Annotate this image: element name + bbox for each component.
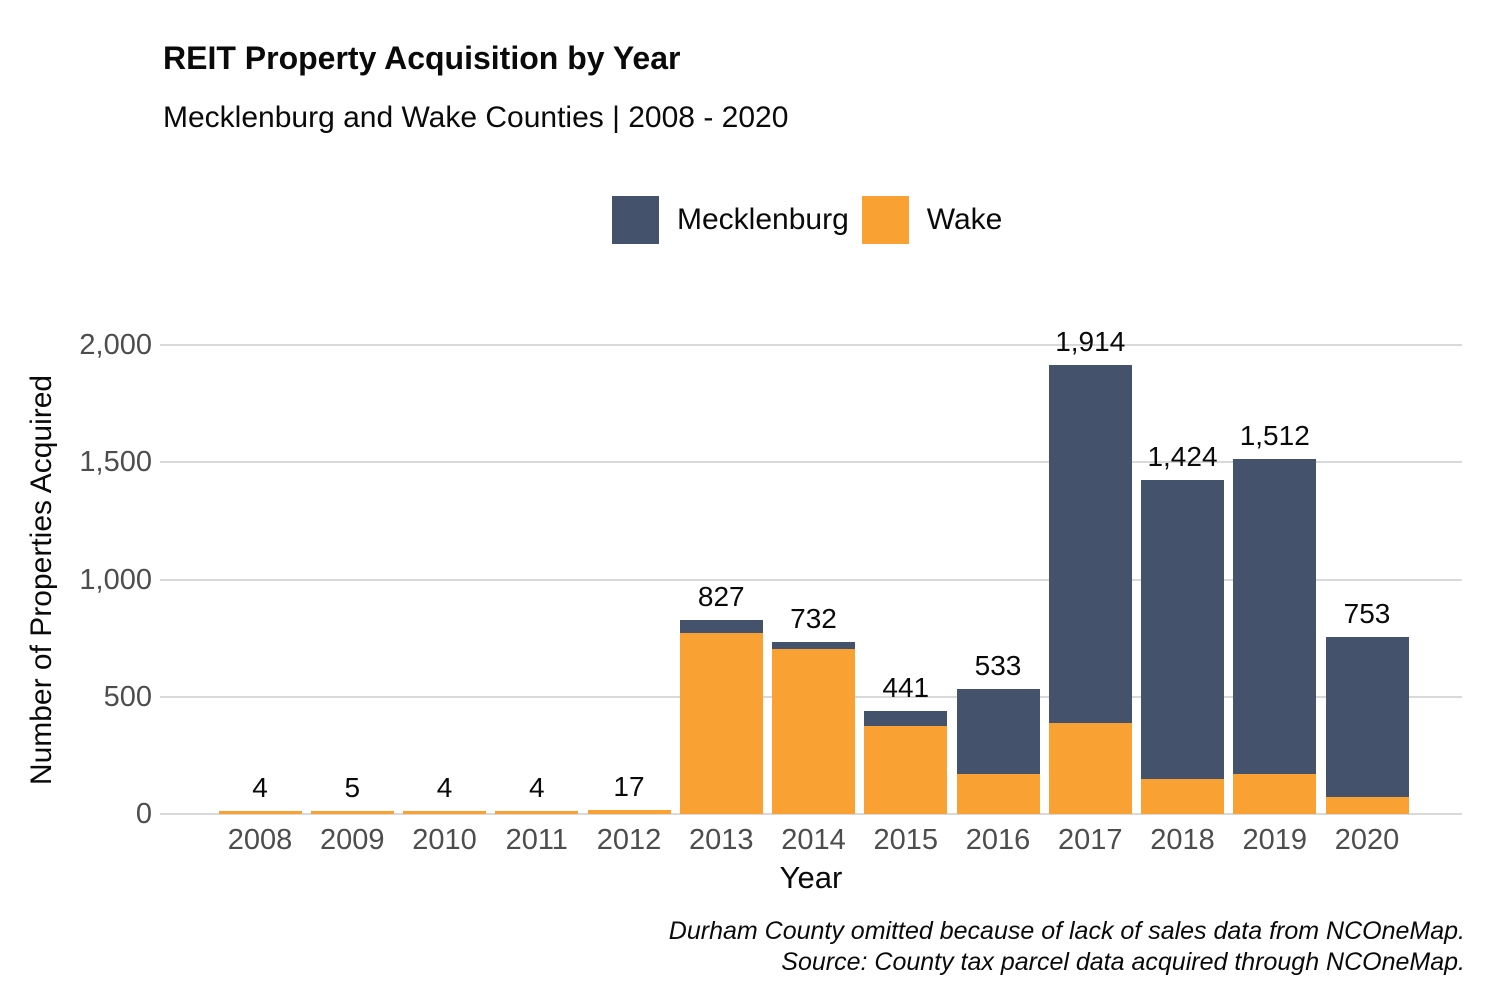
bar-total-label-2014: 732	[790, 603, 837, 635]
bar-total-label-2008: 4	[252, 772, 268, 803]
footer-note: Durham County omitted because of lack of…	[669, 916, 1465, 978]
wake-swatch-icon	[861, 196, 909, 244]
bar-total-label-2019: 1,512	[1239, 420, 1310, 452]
bar-segment-wake-2018	[1141, 779, 1224, 814]
chart-title: REIT Property Acquisition by Year	[163, 40, 681, 76]
bar-segment-wake-2011	[495, 811, 579, 814]
bar-segment-wake-2020	[1325, 796, 1409, 814]
bar-total-label-2018: 1,424	[1147, 441, 1218, 473]
bar-total-label-2009: 5	[344, 772, 361, 803]
x-tick-label-2008: 2008	[227, 824, 293, 856]
y-tick-label-2000: 2,000	[79, 329, 152, 361]
bar-segment-wake-2015	[864, 726, 948, 814]
gridline-1000	[160, 578, 1462, 581]
bar-segment-wake-2017	[1048, 722, 1132, 814]
gridline-2000	[160, 344, 1462, 346]
bar-segment-wake-2016	[956, 773, 1040, 814]
x-tick-label-2018: 2018	[1150, 824, 1215, 856]
bar-segment-wake-2014	[772, 649, 855, 814]
x-tick-label-2020: 2020	[1334, 824, 1400, 856]
bar-total-label-2011: 4	[528, 772, 545, 803]
bar-total-label-2012: 17	[613, 771, 645, 803]
bar-segment-wake-2009	[310, 811, 394, 814]
bar-segment-mecklenburg-2017	[1048, 365, 1132, 723]
x-tick-label-2013: 2013	[688, 824, 754, 856]
y-tick-label-1000: 1,000	[79, 563, 152, 596]
y-tick-label-0: 0	[135, 798, 152, 830]
gridline-0	[160, 813, 1462, 815]
bar-segment-wake-2019	[1233, 773, 1317, 814]
bar-segment-mecklenburg-2018	[1141, 480, 1224, 780]
x-tick-label-2014: 2014	[781, 824, 846, 856]
bar-segment-mecklenburg-2013	[679, 620, 763, 633]
x-tick-label-2012: 2012	[596, 824, 662, 856]
x-tick-label-2019: 2019	[1242, 824, 1307, 856]
footer-line-1: Durham County omitted because of lack of…	[668, 917, 1465, 945]
bar-segment-mecklenburg-2019	[1233, 459, 1317, 774]
y-tick-label-500: 500	[103, 680, 152, 713]
bar-segment-mecklenburg-2015	[864, 710, 948, 727]
x-axis-title: Year	[779, 860, 843, 895]
bar-segment-mecklenburg-2014	[772, 642, 855, 650]
plot-area: 4 5 4 4 17 827 732 441 533 1,914 1,424 1,512 753	[160, 326, 1462, 815]
bar-segment-wake-2008	[218, 811, 302, 814]
gridline-1500	[160, 461, 1462, 464]
y-tick-label-1500: 1,500	[79, 446, 152, 479]
footer-line-2: Source: County tax parcel data acquired …	[781, 948, 1465, 976]
x-tick-label-2009: 2009	[319, 824, 385, 856]
bar-total-label-2015: 441	[882, 671, 930, 703]
legend-item-wake: Wake	[861, 196, 1003, 244]
bar-total-label-2010: 4	[436, 772, 453, 803]
bar-total-label-2013: 827	[697, 581, 745, 613]
bar-segment-mecklenburg-2016	[956, 689, 1040, 774]
mecklenburg-swatch-icon	[612, 196, 659, 244]
chart-legend: Mecklenburg Wake	[612, 196, 1002, 244]
x-tick-label-2015: 2015	[873, 824, 938, 856]
bar-total-label-2016: 533	[974, 650, 1022, 682]
x-tick-label-2010: 2010	[412, 824, 477, 856]
bar-segment-wake-2010	[403, 811, 486, 814]
bar-segment-wake-2013	[679, 632, 763, 814]
legend-label-wake: Wake	[926, 203, 1003, 236]
chart-subtitle: Mecklenburg and Wake Counties | 2008 - 2…	[163, 101, 789, 134]
bar-segment-wake-2012	[587, 810, 671, 814]
legend-label-mecklenburg: Mecklenburg	[677, 203, 849, 236]
bar-segment-mecklenburg-2020	[1325, 637, 1409, 797]
x-tick-label-2016: 2016	[965, 824, 1031, 856]
bar-total-label-2020: 753	[1343, 598, 1391, 630]
bar-total-label-2017: 1,914	[1055, 326, 1126, 358]
legend-item-mecklenburg: Mecklenburg	[612, 196, 849, 244]
x-tick-label-2017: 2017	[1057, 824, 1123, 856]
x-tick-label-2011: 2011	[505, 824, 568, 856]
